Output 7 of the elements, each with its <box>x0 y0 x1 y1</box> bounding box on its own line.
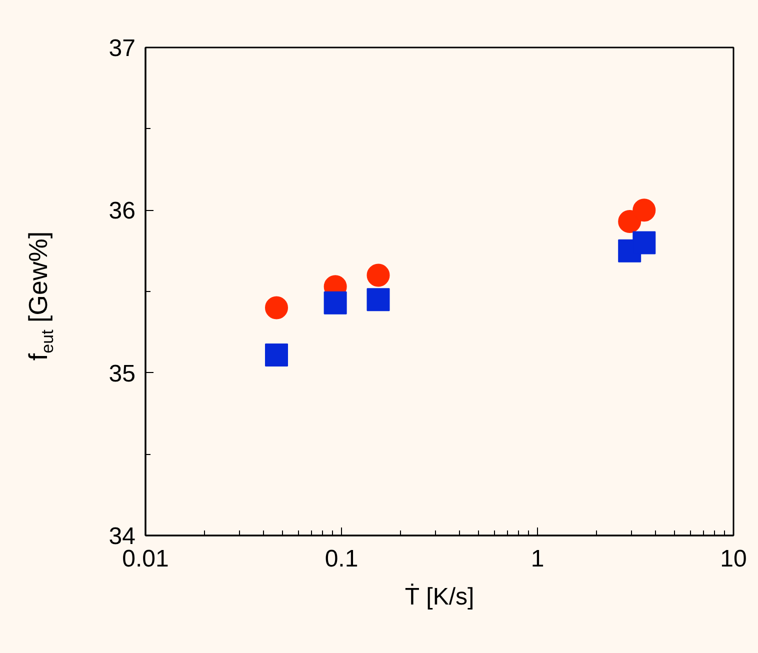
x-tick-label: 0.1 <box>324 546 358 572</box>
x-tick-label: 10 <box>720 546 747 572</box>
x-axis-title: Ṫ [K/s] <box>404 584 474 610</box>
y-tick-label: 36 <box>108 198 136 225</box>
y-tick-label: 35 <box>108 360 136 388</box>
y-tick-label: 37 <box>108 35 136 62</box>
x-tick-label: 1 <box>530 546 544 572</box>
